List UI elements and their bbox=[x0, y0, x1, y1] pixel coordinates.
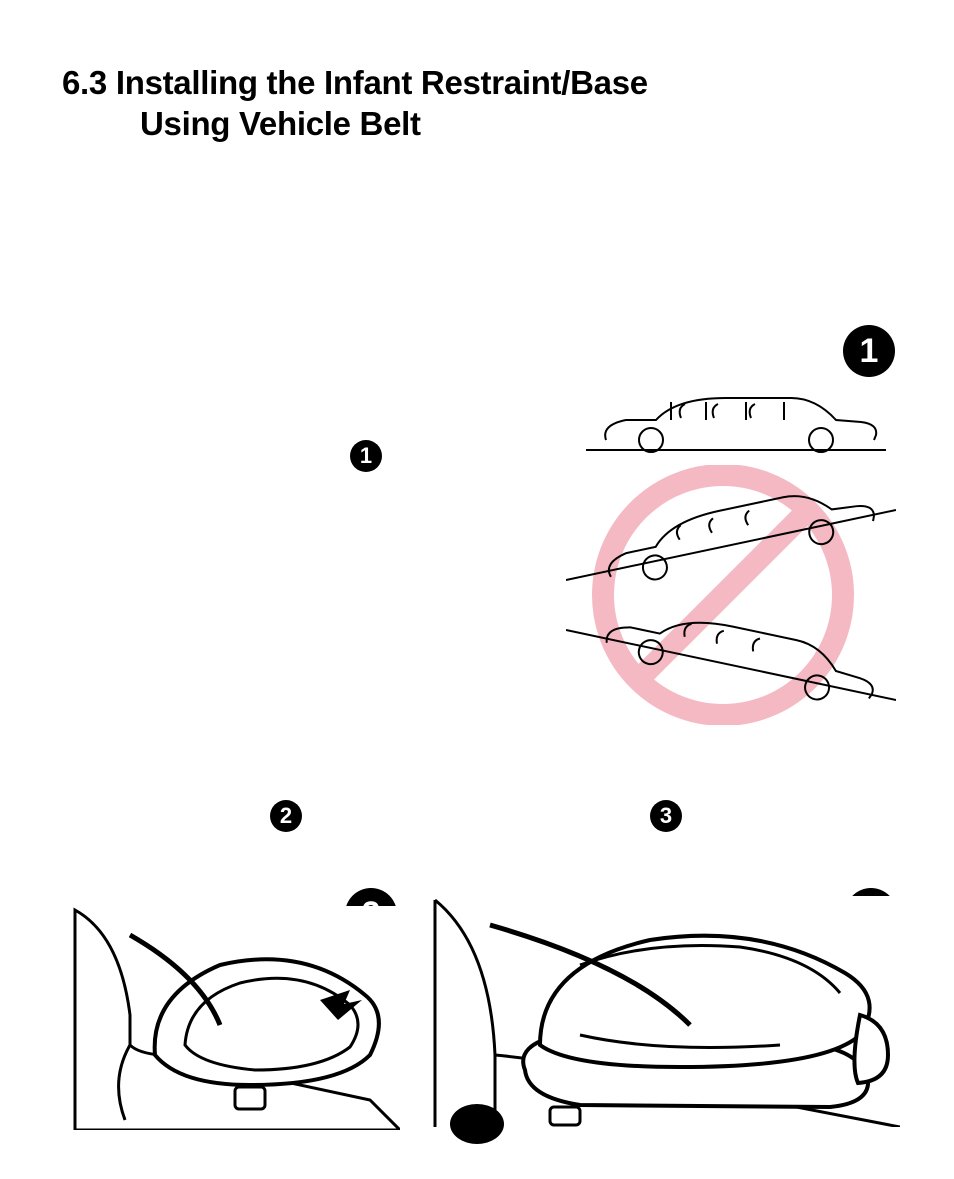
step-marker-label: 3 bbox=[660, 803, 672, 829]
car-uphill-icon bbox=[566, 480, 896, 590]
figure-base-on-seat bbox=[70, 905, 400, 1130]
step-marker-1-small: 1 bbox=[350, 440, 382, 472]
car-level-icon bbox=[586, 380, 886, 460]
section-heading: 6.3 Installing the Infant Restraint/Base… bbox=[62, 62, 648, 145]
step-marker-label: 2 bbox=[280, 803, 292, 829]
step-marker-1-big: 1 bbox=[843, 325, 895, 377]
step-marker-label: 1 bbox=[360, 443, 372, 469]
figure-restraint-on-base bbox=[430, 895, 900, 1127]
step-marker-3-small: 3 bbox=[650, 800, 682, 832]
heading-line-1: 6.3 Installing the Infant Restraint/Base bbox=[62, 64, 648, 101]
car-downhill-icon bbox=[566, 600, 896, 710]
figure-vehicle-level bbox=[566, 380, 896, 730]
step-marker-2-small: 2 bbox=[270, 800, 302, 832]
page-number-badge bbox=[450, 1104, 504, 1144]
step-marker-label: 1 bbox=[860, 332, 879, 371]
heading-line-2: Using Vehicle Belt bbox=[140, 105, 421, 142]
